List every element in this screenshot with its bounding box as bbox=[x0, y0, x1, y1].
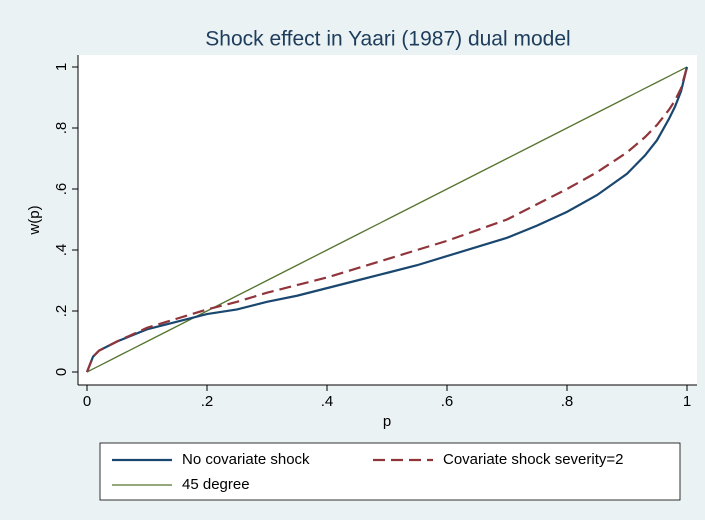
y-tick-label: 1 bbox=[53, 63, 70, 71]
y-axis-label: w(p) bbox=[26, 205, 43, 235]
x-tick-label: .8 bbox=[561, 393, 574, 410]
x-tick-label: .4 bbox=[321, 393, 334, 410]
x-tick-label: .6 bbox=[441, 393, 454, 410]
legend-box bbox=[99, 442, 681, 501]
y-tick-label: .2 bbox=[53, 305, 70, 318]
y-tick-label: .4 bbox=[53, 244, 70, 257]
y-tick-label: .8 bbox=[53, 122, 70, 135]
y-tick-label: .6 bbox=[53, 183, 70, 196]
plot-area bbox=[78, 55, 697, 385]
legend-label: 45 degree bbox=[182, 476, 250, 493]
y-tick-label: 0 bbox=[53, 368, 70, 376]
x-tick-label: 0 bbox=[83, 393, 91, 410]
x-tick-label: .2 bbox=[201, 393, 214, 410]
legend-label: No covariate shock bbox=[182, 451, 310, 468]
data-line bbox=[86, 66, 688, 373]
x-tick-label: 1 bbox=[683, 393, 691, 410]
legend-label: Covariate shock severity=2 bbox=[443, 451, 624, 468]
x-axis-label: p bbox=[383, 413, 391, 430]
chart-title: Shock effect in Yaari (1987) dual model bbox=[205, 28, 570, 51]
data-line bbox=[85, 66, 689, 373]
